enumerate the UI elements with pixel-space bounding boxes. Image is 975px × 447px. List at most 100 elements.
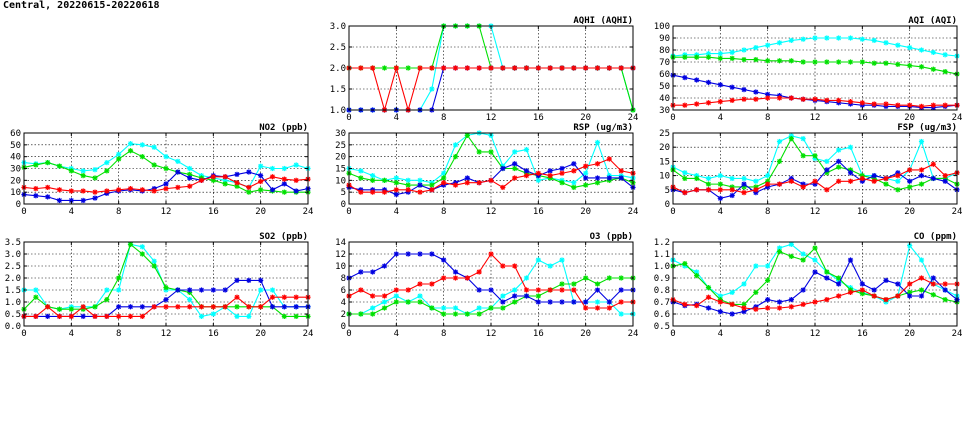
no2-ytick-label: 20 [10, 176, 21, 186]
aqi-point [753, 45, 759, 51]
so2-point [198, 287, 205, 293]
fsp-point [907, 178, 913, 184]
o3-point [535, 257, 541, 263]
fsp-point [930, 161, 936, 167]
o3-ytick-label: 8 [341, 274, 346, 284]
aqi-point [800, 36, 806, 42]
rsp-point [452, 182, 459, 188]
aqi-point [800, 96, 806, 102]
rsp-point [571, 184, 577, 191]
co-point [836, 275, 842, 281]
co-xtick-label: 8 [765, 329, 770, 339]
so2-point [68, 313, 74, 319]
rsp-point [429, 182, 435, 188]
so2-xtick-label: 0 [21, 329, 26, 339]
co-ytick-label: 0.6 [654, 310, 670, 320]
o3-point [547, 263, 553, 269]
aqi-point [859, 100, 865, 106]
o3-point [594, 287, 601, 293]
co-point [883, 277, 889, 283]
fsp-point [847, 178, 854, 184]
no2-point [56, 187, 63, 193]
o3-xtick-label: 8 [441, 329, 446, 339]
o3-point [417, 281, 423, 287]
aqi-xtick-label: 20 [904, 113, 915, 123]
co-point [776, 305, 783, 311]
so2-point [281, 304, 287, 310]
co-point [942, 281, 948, 287]
aqi-point [871, 101, 877, 107]
aqi-point [729, 97, 735, 103]
so2-ytick-label: 2.0 [5, 274, 21, 284]
aqhi-point [393, 65, 399, 71]
aqi-point [847, 59, 854, 65]
aqi-point [753, 96, 759, 102]
so2-point [56, 306, 63, 312]
co-point [859, 291, 865, 297]
so2-point [234, 294, 240, 300]
fsp-point [694, 187, 700, 193]
no2-point [281, 165, 287, 172]
co-point [918, 257, 925, 263]
so2-point [127, 313, 134, 319]
rsp-point [512, 175, 518, 181]
rsp-ytick-label: 5 [341, 188, 346, 198]
fsp-point [765, 181, 771, 187]
co-xtick-label: 12 [810, 329, 821, 339]
rsp-point [571, 161, 577, 167]
rsp-point [417, 182, 423, 188]
aqhi-point [405, 65, 411, 71]
rsp-point [358, 168, 364, 174]
rsp-point [606, 175, 612, 181]
no2-point [175, 184, 181, 191]
so2-xtick-label: 4 [69, 329, 74, 339]
fsp-point [895, 178, 901, 184]
no2-point [92, 167, 98, 173]
co-ytick-label: 1.0 [654, 262, 670, 272]
co-point [930, 292, 936, 298]
rsp-ytick-label: 30 [335, 129, 346, 139]
aqi-point [705, 54, 712, 60]
o3-point [429, 281, 435, 287]
aqi-xtick-label: 12 [810, 113, 821, 123]
o3-point [370, 311, 376, 317]
co-point [800, 257, 806, 263]
o3-point [441, 305, 447, 311]
co-xtick-label: 0 [670, 329, 675, 339]
so2-point [234, 304, 240, 310]
o3-point [464, 311, 470, 317]
rsp-point [583, 163, 589, 169]
o3-point [381, 299, 388, 305]
o3-point [429, 251, 435, 257]
no2-point [56, 197, 63, 204]
rsp-point [594, 180, 601, 186]
co-point [930, 275, 936, 281]
aqi-point [942, 69, 948, 75]
o3-ytick-label: 4 [341, 298, 346, 308]
aqhi-point [417, 65, 423, 71]
rsp-ytick-label: 10 [335, 176, 346, 186]
aqi-point [895, 42, 901, 48]
so2-point [104, 297, 110, 303]
fsp-point [776, 181, 783, 187]
so2-point [175, 304, 181, 310]
rsp-title: RSP (ug/m3) [573, 123, 633, 133]
aqi-point [776, 40, 783, 46]
no2-point [187, 175, 193, 181]
so2-point [163, 285, 169, 291]
o3-point [476, 311, 482, 317]
aqi-point [788, 58, 794, 64]
aqi-point [753, 89, 759, 95]
o3-point [606, 305, 612, 311]
aqi-point [859, 59, 865, 65]
o3-point [393, 293, 399, 299]
aqi-point [859, 36, 865, 42]
fsp-xtick-label: 8 [765, 207, 770, 217]
no2-point [234, 171, 240, 178]
no2-xtick-label: 4 [69, 207, 74, 217]
fsp-point [836, 158, 842, 164]
aqhi-xtick-label: 12 [486, 113, 497, 123]
rsp-point [441, 175, 447, 181]
aqi-xtick-label: 0 [670, 113, 675, 123]
